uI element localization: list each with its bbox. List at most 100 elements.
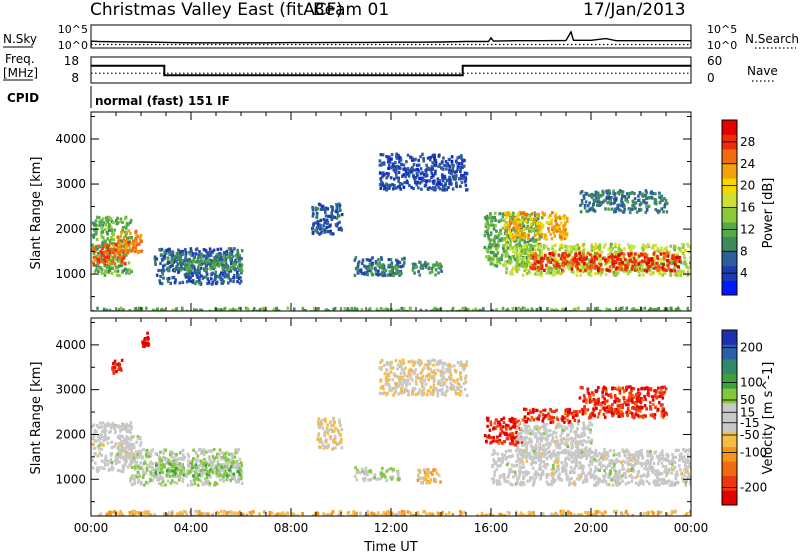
velocity-panel-cell-2 [225, 478, 228, 482]
power-panel-cell-14 [638, 208, 641, 213]
power-panel-cell-11 [508, 261, 511, 265]
power-panel-cell-11 [612, 271, 615, 275]
power-panel-cell-9 [419, 172, 423, 176]
power-panel-cell-3 [205, 270, 208, 274]
power-panel-cell-3 [193, 270, 197, 274]
power-panel-cell-3 [227, 276, 230, 280]
power-panel-cell-1 [104, 243, 107, 247]
velocity-panel-cell-3 [213, 468, 216, 472]
power-panel-cell-11 [592, 246, 595, 250]
power-panel-cell-3 [233, 247, 236, 251]
velocity-panel-cell-9 [452, 387, 456, 391]
power-panel-cell-12 [575, 258, 579, 262]
power-panel-cell-2 [137, 251, 140, 255]
power-panel-cell-0 [110, 262, 114, 266]
power-panel-cell-0 [121, 270, 124, 274]
power-panel-cell-12 [616, 266, 619, 270]
power-panel-cell-11 [590, 245, 594, 249]
velocity-panel-cell-2 [199, 471, 202, 475]
velocity-panel-cell-0 [109, 426, 113, 430]
velocity-panel-cell-3 [202, 471, 206, 475]
power-panel-cell-3 [239, 276, 242, 280]
nave-label: Nave [747, 64, 778, 78]
velocity-panel-cell-5 [143, 343, 147, 347]
power-panel-cell-12 [669, 268, 672, 272]
velocity-panel-cell-3 [232, 472, 236, 476]
velocity-panel-cell-2 [218, 448, 222, 452]
power-panel-cell-4 [218, 261, 221, 265]
power-panel-cell-12 [605, 260, 608, 264]
power-panel-cell-0 [127, 261, 131, 265]
power-panel-cell-9 [451, 187, 455, 191]
power-panel-cell-11 [537, 256, 541, 260]
power-panel-cell-10 [496, 251, 500, 255]
velocity-panel-cell-6 [324, 417, 327, 421]
power-panel-cell-14 [579, 210, 583, 214]
power-panel-cell-11 [551, 273, 554, 277]
velocity-panel-cell-7 [375, 477, 378, 481]
power-panel-cell-12 [621, 260, 624, 264]
power-panel-cell-5 [322, 224, 325, 228]
power-panel-cell-9 [403, 167, 407, 171]
velocity-panel-cell-3 [222, 469, 225, 473]
power-panel-cell-0 [107, 228, 111, 232]
power-panel-cell-9 [434, 186, 437, 190]
power-panel-cell-15 [491, 309, 494, 311]
power-panel-cell-10 [493, 263, 497, 267]
power-panel-cell-13 [539, 234, 542, 238]
power-panel-cell-9 [432, 181, 435, 185]
power-panel-cell-9 [431, 174, 435, 178]
velocity-panel-cell-3 [198, 464, 201, 468]
power-panel-cell-3 [160, 253, 163, 257]
power-panel-cell-7 [387, 273, 390, 277]
power-panel-cell-15 [138, 306, 141, 310]
velocity-panel-cell-9 [437, 362, 441, 366]
power-panel-cell-15 [153, 309, 156, 311]
power-panel-cell-15 [105, 308, 109, 311]
power-panel-cell-11 [518, 247, 522, 251]
power-panel-cell-14 [631, 199, 635, 203]
velocity-panel-cell-3 [175, 464, 178, 468]
power-panel-cell-7 [381, 266, 384, 270]
power-panel-cell-5 [324, 220, 327, 224]
power-panel-cell-12 [536, 265, 540, 269]
power-panel-cell-3 [208, 250, 212, 254]
power-panel-cell-12 [578, 251, 581, 255]
power-panel-cell-0 [91, 221, 95, 225]
power-panel-cell-5 [314, 229, 317, 233]
power-panel-cell-10 [499, 229, 502, 233]
power-panel-cell-0 [107, 225, 110, 229]
power-panel-cell-9 [442, 179, 445, 183]
power-panel-cell-6 [391, 271, 395, 275]
power-panel-cell-15 [574, 307, 577, 311]
power-panel-cell-13 [534, 233, 537, 238]
velocity-panel-cell-2 [196, 454, 200, 458]
power-panel-cell-3 [238, 281, 242, 285]
power-panel-cell-0 [125, 271, 128, 275]
velocity-panel-cell-9 [394, 389, 398, 393]
power-panel-cell-10 [526, 220, 529, 224]
power-panel-cell-12 [593, 266, 596, 270]
velocity-panel-cell-3 [240, 474, 243, 478]
power-panel-cell-12 [627, 258, 631, 262]
velocity-panel-cell-2 [228, 452, 231, 456]
velocity-panel-cell-1 [132, 434, 135, 439]
velocity-panel-cell-2 [192, 448, 195, 452]
velocity-panel-cell-9 [458, 383, 461, 387]
velocity-panel-cell-6 [317, 417, 321, 421]
power-panel-cell-4 [198, 269, 201, 273]
velocity-panel-cell-6 [331, 447, 334, 451]
power-panel-cell-11 [525, 245, 529, 249]
velocity-panel-cell-6 [319, 424, 323, 428]
power-panel-cell-3 [215, 274, 219, 278]
power-panel-cell-11 [618, 243, 621, 247]
power-panel-cell-9 [453, 176, 457, 180]
power-panel-cell-11 [570, 269, 574, 273]
power-panel-cell-0 [104, 223, 108, 227]
velocity-panel-cell-2 [194, 460, 198, 464]
power-panel-cell-6 [398, 261, 402, 265]
velocity-panel-cell-2 [213, 483, 216, 487]
power-panel-cell-12 [647, 261, 650, 265]
velocity-panel-cell-2 [147, 451, 150, 455]
power-panel-cell-15 [625, 306, 629, 310]
